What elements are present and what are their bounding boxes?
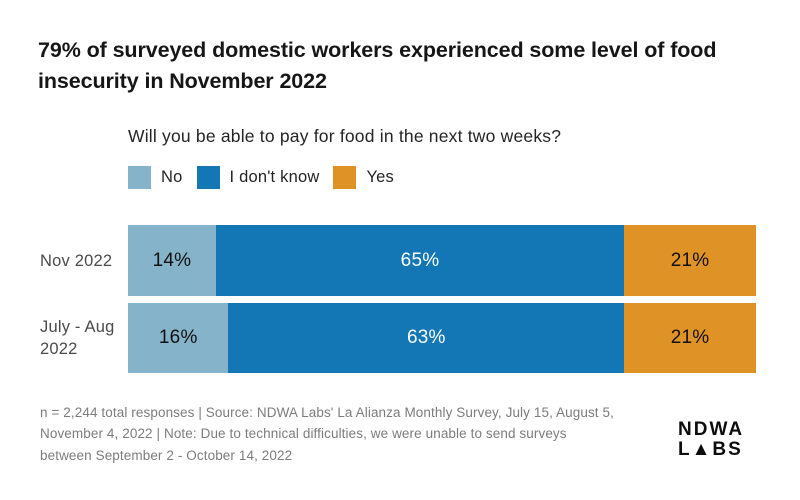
legend-swatch-icon (333, 166, 357, 189)
stacked-bar: 16% 63% 21% (128, 303, 756, 373)
legend-label: No (161, 168, 183, 186)
logo-line-2: L▲BS (678, 439, 743, 460)
legend: No I don't know Yes (128, 166, 408, 189)
chart-question: Will you be able to pay for food in the … (128, 126, 562, 146)
row-label-line: July - Aug (40, 318, 115, 336)
row-label: July - Aug 2022 (40, 303, 126, 373)
legend-swatch-icon (196, 166, 220, 189)
bar-segment-yes: 21% (624, 303, 756, 373)
row-label-line: 2022 (40, 340, 78, 358)
bar-segment-no: 16% (128, 303, 229, 373)
logo-line-1: NDWA (678, 419, 745, 440)
chart-title: 79% of surveyed domestic workers experie… (38, 38, 717, 93)
row-label-line: Nov 2022 (40, 251, 113, 270)
stacked-bar: 14% 65% 21% (128, 225, 756, 296)
source-note: n = 2,244 total responses | Source: NDWA… (40, 402, 650, 466)
legend-swatch-icon (128, 166, 151, 189)
bar-segment-i-don-t-know: 65% (215, 225, 625, 296)
ndwa-labs-logo: NDWA L▲BS (678, 420, 744, 460)
source-note-line: between September 2 - October 14, 2022 (40, 447, 293, 463)
legend-item: I don't know (196, 166, 320, 189)
bar-segment-no: 14% (128, 225, 216, 296)
legend-label: I don't know (229, 168, 320, 186)
bar-segment-i-don-t-know: 63% (228, 303, 625, 373)
source-note-line: November 4, 2022 | Note: Due to technica… (40, 426, 567, 442)
legend-label: Yes (366, 168, 394, 186)
row-label: Nov 2022 (40, 225, 126, 296)
source-note-line: n = 2,244 total responses | Source: NDWA… (40, 405, 614, 420)
legend-item: Yes (333, 166, 394, 189)
bar-segment-yes: 21% (624, 225, 756, 296)
legend-item: No (128, 166, 183, 189)
